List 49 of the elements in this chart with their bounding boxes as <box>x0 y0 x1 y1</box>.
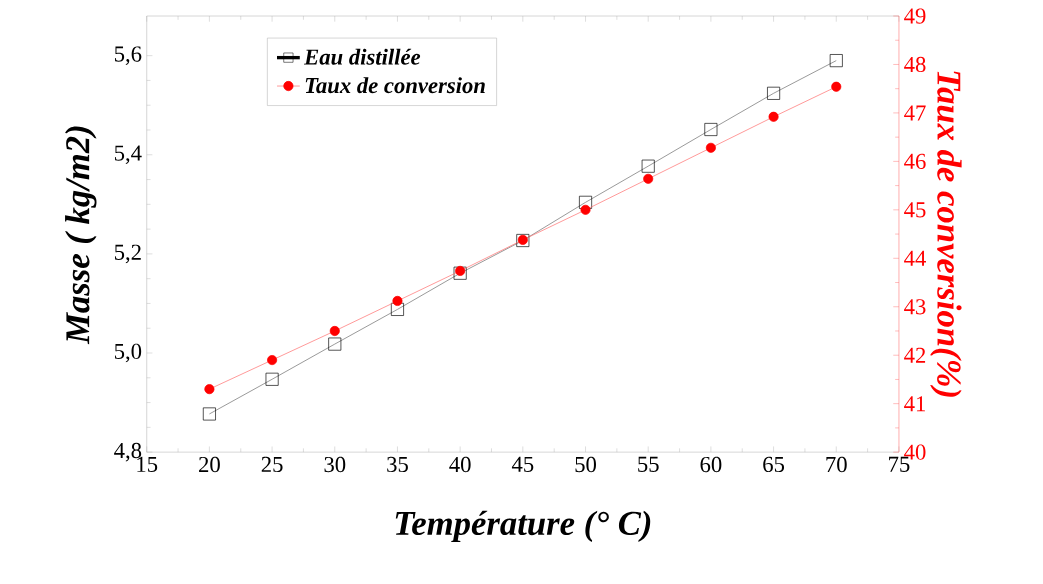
point <box>831 81 842 92</box>
x-tick-label: 25 <box>261 456 283 473</box>
y2-tick-label: 48 <box>904 56 926 73</box>
point <box>392 295 403 306</box>
x-tick-label: 70 <box>826 456 847 473</box>
x-tick-label: 55 <box>638 456 659 472</box>
legend-label: Eau distillée <box>303 48 421 65</box>
y-tick-label: 5,2 <box>114 244 141 264</box>
point <box>643 173 654 184</box>
point <box>705 142 716 153</box>
point <box>455 265 466 276</box>
y2-tick-label: 47 <box>904 105 926 121</box>
x-tick-label: 35 <box>387 456 408 473</box>
point <box>580 204 591 215</box>
y2-tick-label: 42 <box>904 347 926 363</box>
y-tick-label: 5,4 <box>114 145 142 164</box>
x-tick-label: 50 <box>575 456 596 473</box>
point <box>202 407 216 421</box>
point <box>328 337 342 351</box>
x-tick-label: 30 <box>324 456 346 473</box>
x-axis-title: Température (° C) <box>395 510 651 543</box>
x-tick-label: 45 <box>511 456 534 472</box>
legend-label: Taux de conversion <box>305 77 485 94</box>
point <box>704 122 718 136</box>
point <box>204 384 215 395</box>
point <box>329 325 340 336</box>
x-tick-label: 60 <box>700 456 722 473</box>
point <box>579 195 592 209</box>
y2-tick-label: 46 <box>904 153 926 169</box>
point <box>453 266 467 280</box>
x-tick-label: 40 <box>449 456 471 473</box>
x-tick-label: 65 <box>763 456 785 473</box>
point <box>641 159 655 173</box>
y2-axis-title: Taux de conversion(%) <box>930 71 962 397</box>
point <box>767 86 781 100</box>
y-tick-label: 5,6 <box>114 46 142 65</box>
point <box>267 354 278 365</box>
y2-tick-label: 44 <box>904 250 926 266</box>
point <box>265 372 279 386</box>
y-axis-title: Masse ( kg/m2) <box>65 126 97 345</box>
y2-tick-label: 41 <box>904 396 925 412</box>
point <box>829 54 843 68</box>
y2-tick-label: 43 <box>904 299 926 315</box>
y-tick-label: 5,0 <box>114 343 142 363</box>
point <box>390 302 404 316</box>
point <box>768 111 779 122</box>
x-tick-label: 20 <box>199 456 220 473</box>
y2-tick-label: 45 <box>904 202 926 218</box>
y2-tick-label: 49 <box>904 8 926 24</box>
